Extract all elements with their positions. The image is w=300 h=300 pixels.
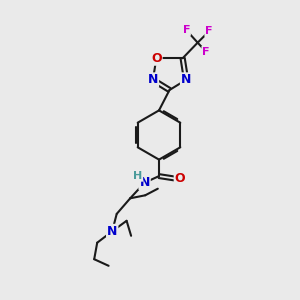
Text: F: F: [202, 46, 210, 57]
Text: F: F: [182, 25, 190, 35]
Text: N: N: [140, 176, 150, 189]
Text: N: N: [181, 73, 191, 86]
Text: N: N: [148, 73, 158, 86]
Text: F: F: [205, 26, 213, 36]
Text: N: N: [107, 225, 117, 238]
Text: O: O: [151, 52, 162, 65]
Text: H: H: [134, 171, 142, 181]
Text: O: O: [175, 172, 185, 185]
